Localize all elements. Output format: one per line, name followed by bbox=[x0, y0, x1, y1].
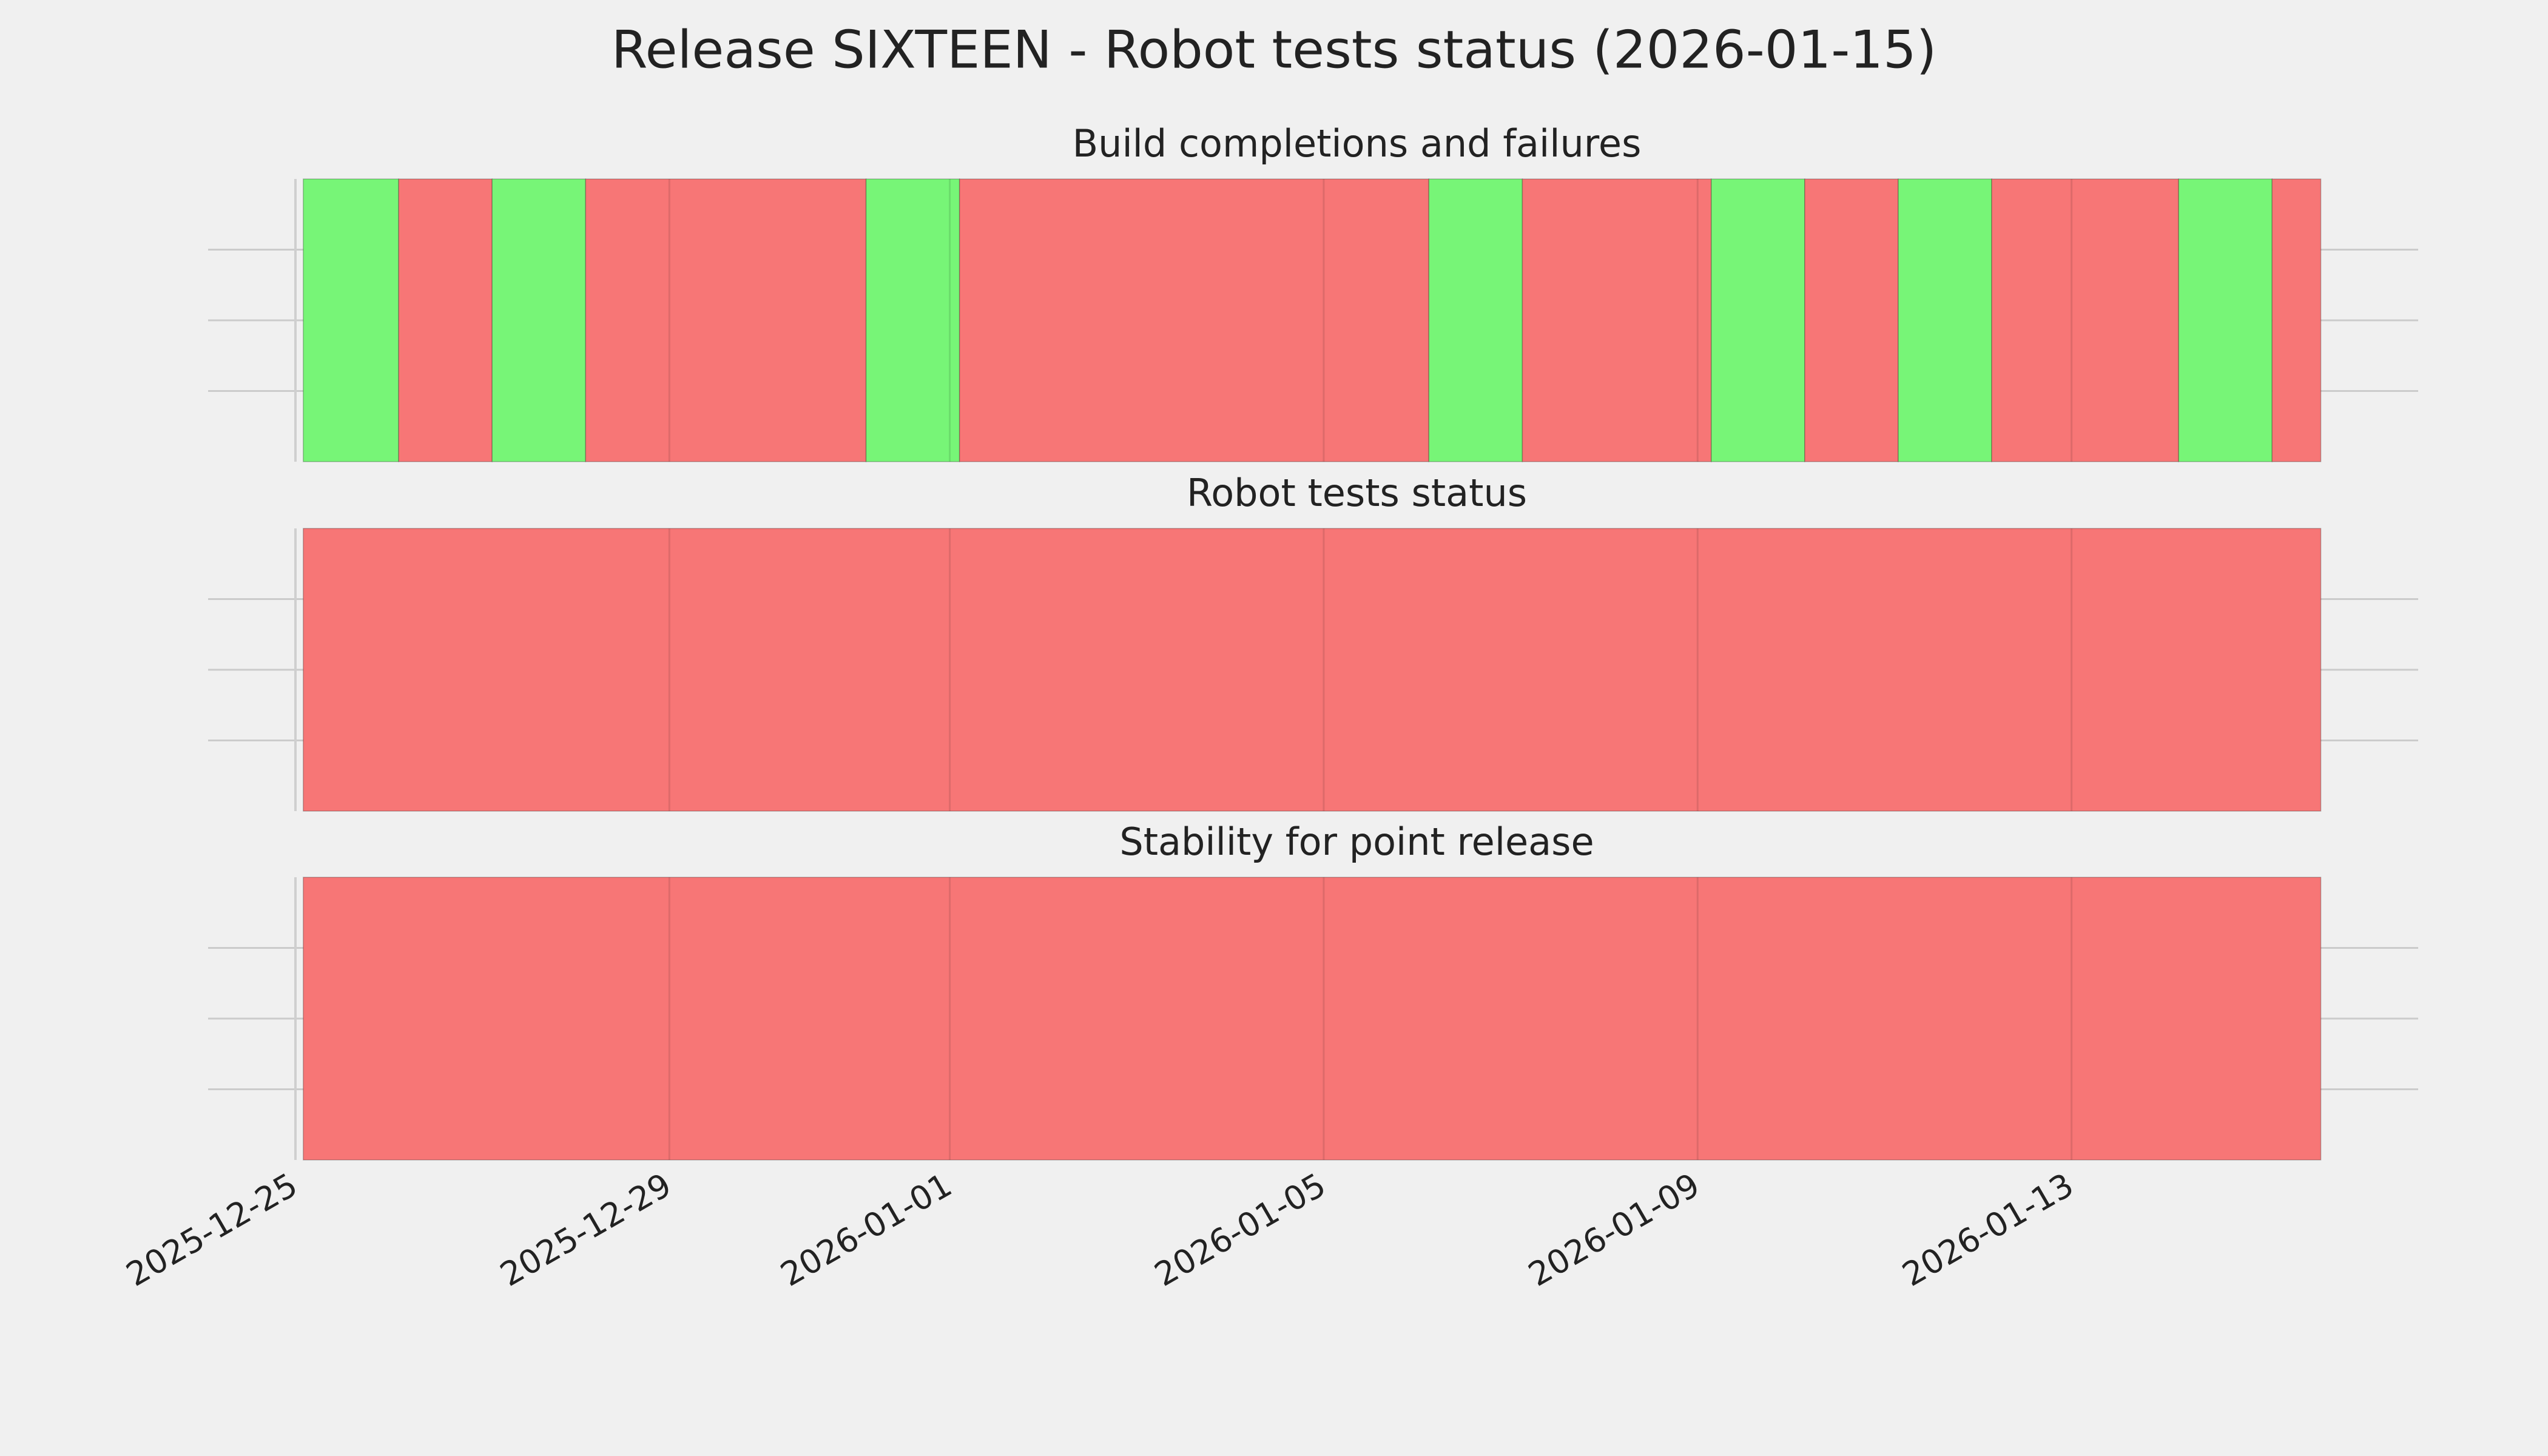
x-tick: 2026-01-01 bbox=[774, 1165, 958, 1293]
x-tick: 2025-12-29 bbox=[494, 1165, 678, 1293]
status-span bbox=[2271, 178, 2322, 462]
status-span bbox=[1522, 178, 1712, 462]
x-tick: 2026-01-09 bbox=[1522, 1165, 1706, 1293]
status-span bbox=[1804, 178, 1899, 462]
panel-title: Build completions and failures bbox=[1073, 121, 1642, 166]
status-span bbox=[1898, 178, 1992, 462]
status-span bbox=[959, 178, 1430, 462]
x-tick-label: 2025-12-25 bbox=[120, 1165, 304, 1293]
x-tick: 2026-01-13 bbox=[1896, 1165, 2080, 1293]
x-tick-label: 2026-01-09 bbox=[1522, 1165, 1706, 1293]
panel-title: Stability for point release bbox=[1119, 820, 1594, 864]
status-span bbox=[398, 178, 493, 462]
status-span bbox=[1710, 178, 1805, 462]
x-tick-label: 2026-01-01 bbox=[774, 1165, 958, 1293]
status-span bbox=[491, 178, 587, 462]
x-tick: 2026-01-05 bbox=[1148, 1165, 1332, 1293]
x-tick-label: 2025-12-29 bbox=[494, 1165, 678, 1293]
status-span bbox=[303, 877, 2322, 1161]
status-span bbox=[585, 178, 867, 462]
status-span bbox=[303, 178, 399, 462]
x-tick-label: 2026-01-05 bbox=[1148, 1165, 1332, 1293]
status-span bbox=[2178, 178, 2273, 462]
x-tick: 2025-12-25 bbox=[120, 1165, 304, 1293]
panel-title: Robot tests status bbox=[1187, 471, 1527, 515]
status-span bbox=[865, 178, 960, 462]
page-title: Release SIXTEEN - Robot tests status (20… bbox=[612, 19, 1937, 80]
status-span bbox=[1428, 178, 1523, 462]
x-tick-label: 2026-01-13 bbox=[1896, 1165, 2080, 1293]
status-span bbox=[1991, 178, 2179, 462]
status-span bbox=[303, 528, 2322, 812]
